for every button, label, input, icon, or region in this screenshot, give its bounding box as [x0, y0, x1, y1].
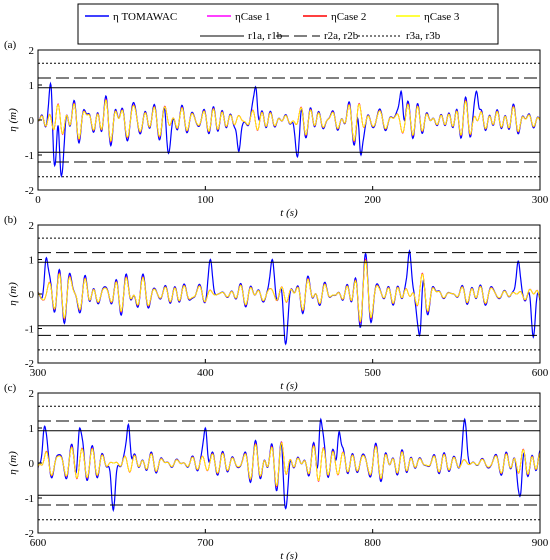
legend-box	[77, 3, 499, 45]
legend-label: r3a, r3b	[406, 30, 441, 42]
legend-label: η TOMAWAC	[113, 11, 177, 23]
series-line: ηCase 3	[38, 441, 540, 487]
x-tick-label: 100	[197, 194, 214, 206]
y-tick-label: 2	[29, 45, 35, 57]
legend-label: ηCase 1	[235, 11, 270, 23]
y-tick-label: -2	[25, 358, 34, 370]
legend-label: ηCase 3	[424, 11, 460, 23]
x-axis-title: t (s)	[280, 550, 298, 560]
legend-label: r1a, r1b	[248, 30, 283, 42]
x-tick-label: 300	[30, 367, 47, 379]
y-tick-label: 0	[29, 458, 35, 470]
x-tick-label: 900	[532, 537, 549, 549]
y-tick-label: -1	[25, 150, 34, 162]
y-tick-label: 0	[29, 289, 35, 301]
x-axis-title: t (s)	[280, 380, 298, 392]
legend-label: r2a, r2b	[324, 30, 359, 42]
series-line: ηCase 3	[38, 99, 540, 142]
x-tick-label: 300	[532, 194, 549, 206]
y-axis-title: η (m)	[7, 108, 19, 132]
x-tick-label: 600	[30, 537, 47, 549]
panel-letter: (b)	[4, 214, 17, 226]
x-tick-label: 200	[364, 194, 381, 206]
y-tick-label: -1	[25, 493, 34, 505]
y-tick-label: 2	[29, 388, 35, 400]
series-line: ηCase 3	[38, 259, 540, 322]
y-tick-label: -1	[25, 324, 34, 336]
y-tick-label: 1	[29, 255, 35, 267]
x-tick-label: 500	[364, 367, 381, 379]
x-tick-label: 800	[364, 537, 381, 549]
y-axis-title: η (m)	[7, 451, 19, 475]
legend-label: ηCase 2	[331, 11, 366, 23]
y-axis-title: η (m)	[7, 282, 19, 306]
y-tick-label: 0	[29, 115, 35, 127]
panel-letter: (a)	[4, 39, 17, 51]
y-tick-label: -2	[25, 528, 34, 540]
panel-letter: (c)	[4, 382, 17, 394]
y-tick-label: 2	[29, 220, 35, 232]
y-tick-label: -2	[25, 185, 34, 197]
x-tick-label: 0	[35, 194, 41, 206]
x-tick-label: 700	[197, 537, 214, 549]
x-tick-label: 400	[197, 367, 214, 379]
y-tick-label: 1	[29, 423, 35, 435]
y-tick-label: 1	[29, 80, 35, 92]
x-axis-title: t (s)	[280, 207, 298, 219]
legend: η TOMAWAC ηCase 1 ηCase 2 ηCase 3 r1a, r1b r2…	[77, 3, 499, 45]
x-tick-label: 600	[532, 367, 549, 379]
